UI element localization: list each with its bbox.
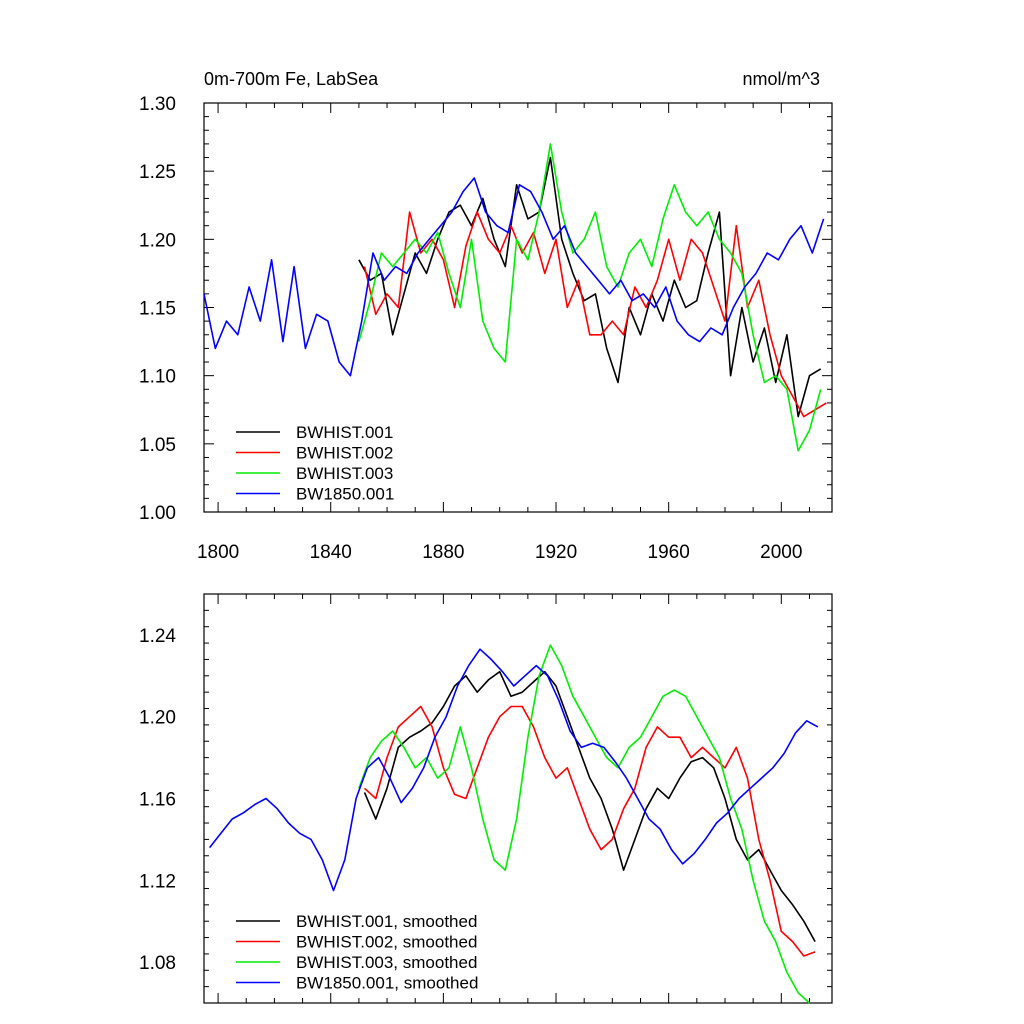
legend-label: BWHIST.003, smoothed [296, 953, 477, 972]
x-tick-label: 1960 [648, 542, 690, 563]
series-line [208, 648, 819, 892]
legend-label: BWHIST.003 [296, 464, 393, 483]
y-tick-label: 1.30 [139, 94, 176, 115]
x-tick-label: 1840 [310, 542, 352, 563]
y-tick-label: 1.25 [139, 162, 176, 183]
x-tick-label: 1880 [422, 542, 464, 563]
series-line [358, 143, 822, 452]
y-tick-label: 1.08 [139, 953, 176, 974]
bottom-plot-area: 1.08 1.12 1.16 1.20 1.24 BWHIST.001, smoothed… [139, 593, 833, 1004]
legend-label: BWHIST.002, smoothed [296, 933, 477, 952]
series-line [363, 211, 827, 418]
units-label: nmol/m^3 [743, 69, 820, 89]
y-tick-label: 1.20 [139, 230, 176, 251]
y-tick-label: 1.15 [139, 299, 176, 320]
y-tick-label: 1.12 [139, 871, 176, 892]
series-line [358, 644, 811, 1004]
top-panel: 0m-700m Fe, LabSea nmol/m^3 1800 1840 1880… [139, 69, 833, 563]
legend-label: BWHIST.002 [296, 444, 393, 463]
y-tick-label: 1.16 [139, 790, 176, 811]
y-tick-label: 1.05 [139, 435, 176, 456]
y-tick-label: 1.24 [139, 626, 176, 647]
series-line [203, 177, 825, 377]
legend-label: BW1850.001 [296, 485, 394, 504]
series-line [363, 705, 816, 957]
legend-label: BW1850.001, smoothed [296, 974, 478, 993]
series-line [358, 156, 822, 418]
legend-label: BWHIST.001, smoothed [296, 912, 477, 931]
x-tick-label: 2000 [760, 542, 802, 563]
y-tick-label: 1.00 [139, 503, 176, 524]
y-tick-label: 1.10 [139, 367, 176, 388]
plot-frame [203, 593, 833, 1004]
x-tick-label: 1800 [197, 542, 239, 563]
x-tick-label: 1920 [535, 542, 577, 563]
series-line [363, 670, 816, 942]
top-plot-area: 1800 1840 1880 1920 1960 2000 1.00 1.05 1.10 1.15… [139, 94, 833, 563]
panel-title: 0m-700m Fe, LabSea [204, 69, 379, 89]
y-tick-label: 1.20 [139, 708, 176, 729]
legend-label: BWHIST.001 [296, 423, 393, 442]
bottom-panel: 1.08 1.12 1.16 1.20 1.24 BWHIST.001, smoothed… [139, 593, 833, 1004]
